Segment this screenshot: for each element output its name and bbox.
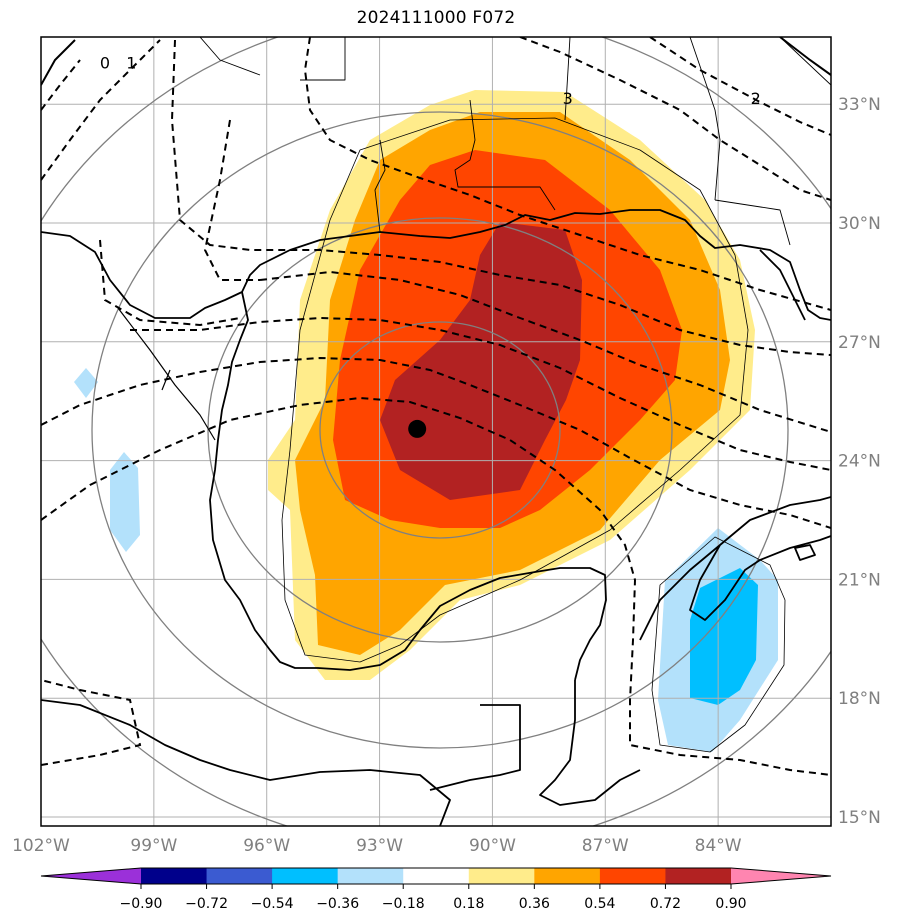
colorbar-bin — [665, 868, 732, 884]
colorbar-bin — [206, 868, 273, 884]
shade-positive-0.72 — [380, 222, 582, 500]
range-ring-3 — [91, 111, 789, 749]
us-gulf-coast — [41, 209, 831, 321]
cuba-coast — [639, 496, 831, 641]
contour-solid — [41, 39, 76, 86]
contour-f — [203, 119, 260, 281]
range-ring-2 — [207, 217, 673, 643]
colorbar-tick-label: −0.72 — [185, 896, 228, 912]
lat-label: 21°N — [838, 570, 881, 590]
colorbar-bin — [731, 868, 831, 884]
colorbar-tick-label: −0.18 — [382, 896, 425, 912]
colorbar-tick-label: 0.18 — [453, 896, 484, 912]
shade-negative-east-core — [690, 568, 758, 705]
lon-label: 87°W — [582, 836, 629, 856]
contour-k — [41, 39, 161, 181]
colorbar-bin — [272, 868, 339, 884]
florida-peninsula — [759, 249, 806, 321]
lon-label: 90°W — [469, 836, 516, 856]
colorbar-tick-label: 0.54 — [584, 896, 615, 912]
contour-label: 0 — [100, 54, 110, 73]
colorbar-tick-label: 0.90 — [715, 896, 746, 912]
contour-b — [41, 396, 831, 776]
state-borders — [199, 37, 831, 246]
lat-label: 15°N — [838, 808, 881, 828]
dashed-contours — [41, 37, 831, 776]
contour-e — [99, 239, 831, 433]
contour-solid-b — [779, 37, 831, 76]
contour-labels: 0 1 3 2 — [100, 54, 761, 109]
lon-label: 96°W — [243, 836, 290, 856]
colorbar-tick-label: 0.72 — [650, 896, 681, 912]
east-outline — [651, 536, 786, 753]
contour-l — [41, 59, 81, 111]
map-frame — [40, 36, 832, 827]
colorbar-tick-label: −0.54 — [251, 896, 294, 912]
colorbar-bin — [403, 868, 470, 884]
contour-g — [170, 39, 831, 356]
longitude-labels: 102°W 99°W 96°W 93°W 90°W 87°W 84°W — [12, 836, 742, 856]
shade-negative-small-a — [74, 368, 98, 398]
yucatan-belize — [41, 680, 641, 826]
shading-outline — [281, 117, 749, 663]
contour-i — [519, 37, 831, 201]
colorbar: −0.90 −0.72 −0.54 −0.36 −0.18 0.18 0.36 0.54 0.7… — [40, 867, 832, 912]
contour-label: 3 — [563, 89, 573, 108]
colorbar-tick-label: −0.36 — [316, 896, 359, 912]
lon-label: 99°W — [130, 836, 177, 856]
solid-contours — [41, 37, 831, 86]
colorbar-bin — [534, 868, 601, 884]
lon-label: 84°W — [695, 836, 742, 856]
lon-label: 93°W — [356, 836, 403, 856]
colorbar-bin — [468, 868, 535, 884]
lat-label: 18°N — [838, 689, 881, 709]
colorbar-bin — [337, 868, 404, 884]
colorbar-bin — [41, 868, 141, 884]
range-ring-1 — [319, 321, 561, 539]
lon-label: 102°W — [12, 836, 70, 856]
contour-c — [41, 679, 142, 766]
lat-label: 27°N — [838, 333, 881, 353]
contour-a — [41, 356, 831, 529]
coastlines — [41, 37, 831, 826]
latitude-labels: 33°N 30°N 27°N 24°N 21°N 18°N 15°N — [838, 95, 881, 828]
contour-label: 1 — [126, 54, 136, 73]
map-title: 2024111000 F072 — [356, 8, 516, 28]
shade-negative-small-b — [110, 452, 140, 552]
contour-d — [130, 316, 831, 471]
contour-j — [649, 37, 831, 136]
colorbar-bin — [141, 868, 208, 884]
texas-coast — [209, 291, 607, 681]
colorbar-bin — [599, 868, 666, 884]
mexico-border — [117, 307, 216, 441]
contour-label: 2 — [751, 89, 761, 108]
graticule — [41, 37, 831, 826]
lat-label: 30°N — [838, 214, 881, 234]
colorbar-tick-label: −0.90 — [120, 896, 163, 912]
range-rings — [41, 37, 831, 826]
contour-h — [303, 37, 831, 311]
storm-center-marker — [408, 419, 427, 438]
colorbar-tick-label: 0.36 — [519, 896, 550, 912]
lat-label: 24°N — [838, 452, 881, 472]
lat-label: 33°N — [838, 95, 881, 115]
